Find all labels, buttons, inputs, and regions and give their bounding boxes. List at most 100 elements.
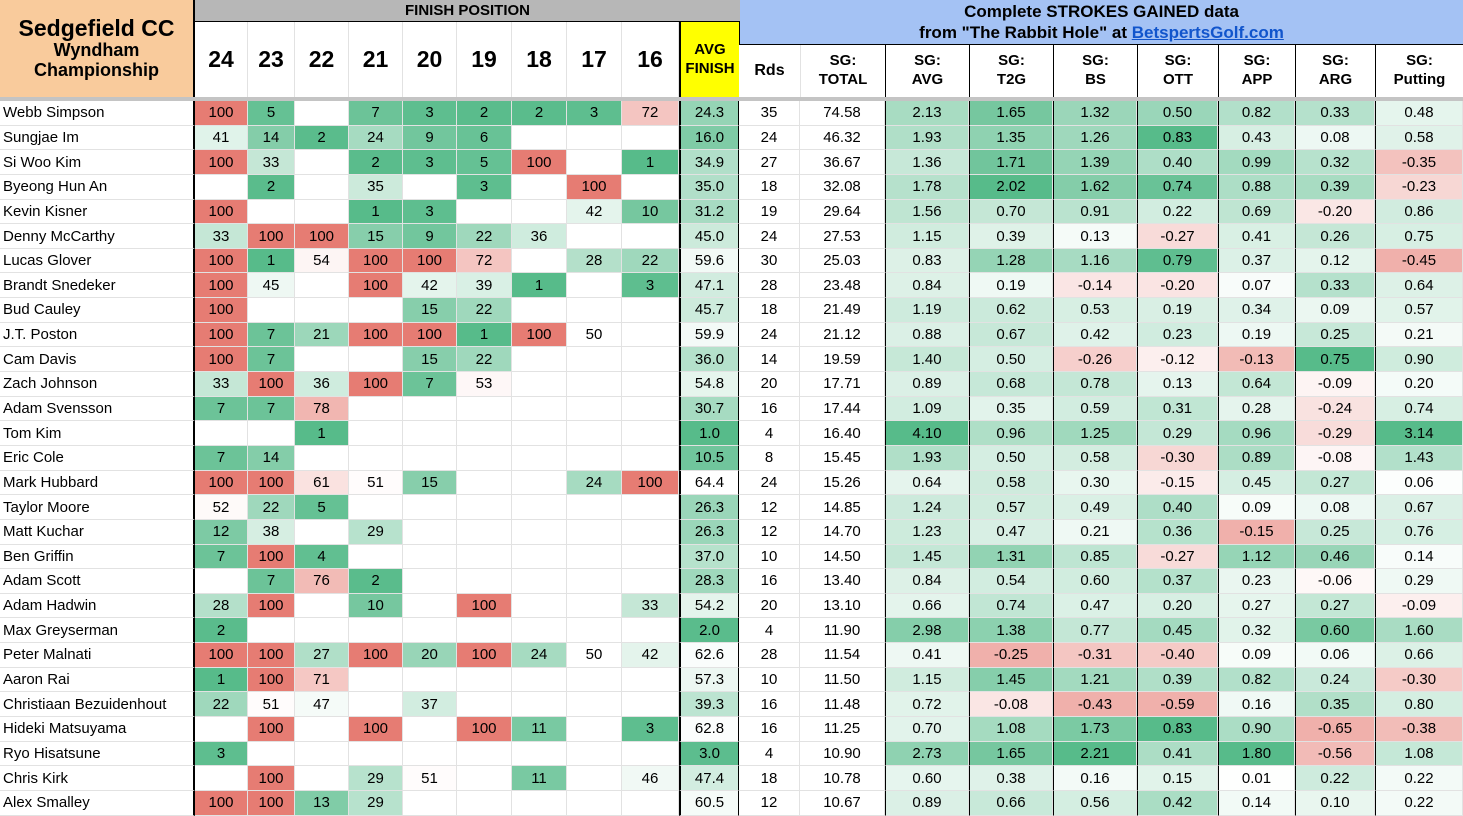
player-name[interactable]: Ben Griffin (0, 544, 195, 570)
stat-header-rds[interactable]: Rds (739, 45, 800, 97)
avg-finish-cell: 54.8 (679, 372, 739, 397)
sg-bs-cell: 0.56 (1053, 790, 1137, 816)
finish-year-header-21[interactable]: 21 (349, 22, 403, 97)
player-name[interactable]: Byeong Hun An (0, 174, 195, 200)
sg-app-cell: 0.09 (1218, 643, 1295, 668)
player-name[interactable]: Sungjae Im (0, 125, 195, 151)
rounds-cell: 10 (739, 544, 800, 570)
player-name[interactable]: Adam Hadwin (0, 593, 195, 619)
avg-finish-cell: 36.0 (679, 347, 739, 373)
sg-app-cell: 0.82 (1218, 101, 1295, 126)
finish-year-header-23[interactable]: 23 (248, 22, 295, 97)
player-name[interactable]: Cam Davis (0, 347, 195, 373)
sg-avg-cell: 1.15 (885, 224, 969, 249)
sg-avg-cell: 0.64 (885, 470, 969, 496)
stat-header-sgarg[interactable]: SG: ARG (1295, 45, 1375, 97)
avg-finish-cell: 37.0 (679, 544, 739, 570)
finish-year-header-17[interactable]: 17 (567, 22, 622, 97)
finish-year-header-20[interactable]: 20 (403, 22, 457, 97)
player-name[interactable]: Adam Svensson (0, 396, 195, 422)
finish-cell-21: 2 (349, 150, 403, 175)
finish-cell-22 (295, 101, 349, 126)
sg-putting-cell: -0.38 (1375, 717, 1463, 742)
player-name[interactable]: Christiaan Bezuidenhout (0, 692, 195, 718)
player-name[interactable]: Ryo Hisatsune (0, 741, 195, 767)
sg-bs-cell: -0.26 (1053, 347, 1137, 373)
player-name[interactable]: Chris Kirk (0, 766, 195, 791)
stat-header-sgapp[interactable]: SG: APP (1218, 45, 1295, 97)
player-name[interactable]: Tom Kim (0, 421, 195, 446)
stat-header-line-2: TOTAL (818, 71, 868, 88)
sg-t2g-cell: 1.45 (969, 667, 1053, 693)
stat-header-sgavg[interactable]: SG: AVG (885, 45, 969, 97)
avg-finish-cell: 45.7 (679, 298, 739, 323)
finish-cell-19 (457, 421, 512, 446)
finish-cell-18: 11 (512, 717, 567, 742)
avg-finish-cell: 16.0 (679, 125, 739, 151)
finish-cell-21 (349, 347, 403, 373)
player-name[interactable]: Bud Cauley (0, 298, 195, 323)
player-name[interactable]: Webb Simpson (0, 101, 195, 126)
finish-year-header-18[interactable]: 18 (512, 22, 567, 97)
stat-header-sgt2g[interactable]: SG: T2G (969, 45, 1053, 97)
sg-t2g-cell: 0.50 (969, 347, 1053, 373)
sg-t2g-cell: 0.67 (969, 322, 1053, 348)
player-name[interactable]: Max Greyserman (0, 618, 195, 644)
rounds-cell: 18 (739, 298, 800, 323)
sg-app-cell: -0.13 (1218, 347, 1295, 373)
sg-t2g-cell: 2.02 (969, 174, 1053, 200)
finish-year-header-16[interactable]: 16 (622, 22, 679, 97)
avg-finish-cell: 24.3 (679, 101, 739, 126)
finish-cell-22 (295, 741, 349, 767)
sg-avg-cell: 1.36 (885, 150, 969, 175)
sg-avg-cell: 0.60 (885, 766, 969, 791)
finish-cell-20: 3 (403, 150, 457, 175)
finish-cell-24: 100 (195, 150, 248, 175)
player-name[interactable]: Aaron Rai (0, 667, 195, 693)
sg-ott-cell: 0.39 (1137, 667, 1218, 693)
player-name[interactable]: Hideki Matsuyama (0, 717, 195, 742)
finish-cell-21: 24 (349, 125, 403, 151)
rounds-cell: 12 (739, 495, 800, 520)
player-name[interactable]: Denny McCarthy (0, 224, 195, 249)
finish-cell-24: 3 (195, 741, 248, 767)
finish-cell-16 (622, 298, 679, 323)
player-name[interactable]: Matt Kuchar (0, 519, 195, 545)
avg-finish-header[interactable]: AVG FINISH (679, 22, 740, 97)
betspertsgolf-link[interactable]: BetspertsGolf.com (1131, 23, 1284, 42)
table-row: Christiaan Bezuidenhout 22 51 47 37 39.3 16 11.… (0, 692, 1463, 718)
player-name[interactable]: Adam Scott (0, 569, 195, 594)
finish-cell-21 (349, 692, 403, 718)
player-name[interactable]: Si Woo Kim (0, 150, 195, 175)
finish-cell-20: 20 (403, 643, 457, 668)
player-name[interactable]: Taylor Moore (0, 495, 195, 520)
finish-year-header-22[interactable]: 22 (295, 22, 349, 97)
stat-header-sgputting[interactable]: SG: Putting (1375, 45, 1463, 97)
player-name[interactable]: Zach Johnson (0, 372, 195, 397)
avg-finish-cell: 54.2 (679, 593, 739, 619)
player-name[interactable]: Eric Cole (0, 445, 195, 471)
finish-cell-20: 3 (403, 101, 457, 126)
stat-header-sgtotal[interactable]: SG: TOTAL (800, 45, 885, 97)
finish-cell-18 (512, 372, 567, 397)
finish-cell-16 (622, 347, 679, 373)
player-name[interactable]: Brandt Snedeker (0, 273, 195, 299)
sg-total-cell: 36.67 (800, 150, 885, 175)
finish-cell-20 (403, 495, 457, 520)
finish-cell-20 (403, 421, 457, 446)
finish-year-header-19[interactable]: 19 (457, 22, 512, 97)
player-name[interactable]: Mark Hubbard (0, 470, 195, 496)
player-name[interactable]: Peter Malnati (0, 643, 195, 668)
finish-cell-19: 22 (457, 298, 512, 323)
player-name[interactable]: Lucas Glover (0, 248, 195, 274)
player-name[interactable]: J.T. Poston (0, 322, 195, 348)
finish-cell-17 (567, 569, 622, 594)
finish-year-header-24[interactable]: 24 (195, 22, 248, 97)
stat-header-sgott[interactable]: SG: OTT (1137, 45, 1218, 97)
stat-header-sgbs[interactable]: SG: BS (1053, 45, 1137, 97)
player-name[interactable]: Alex Smalley (0, 790, 195, 816)
player-name[interactable]: Kevin Kisner (0, 199, 195, 225)
finish-cell-20 (403, 790, 457, 816)
avg-finish-cell: 26.3 (679, 495, 739, 520)
finish-cell-20: 100 (403, 322, 457, 348)
